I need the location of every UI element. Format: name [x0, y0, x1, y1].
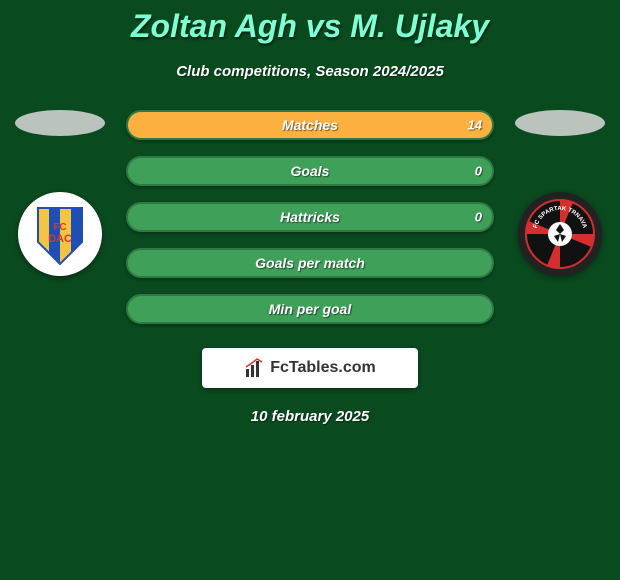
svg-text:DAC: DAC	[48, 233, 72, 245]
stat-label: Matches	[282, 117, 338, 133]
stat-label: Goals per match	[255, 255, 365, 271]
stat-label: Goals	[291, 163, 330, 179]
comparison-row: FC DAC Matches 14 Goals 0 Hattricks 0 Goals pe…	[0, 110, 620, 340]
stat-label: Hattricks	[280, 209, 340, 225]
page-title: Zoltan Agh vs M. Ujlaky	[0, 0, 620, 45]
stat-bar: Hattricks 0	[126, 202, 494, 232]
stat-bar: Goals per match	[126, 248, 494, 278]
stat-label: Min per goal	[269, 301, 351, 317]
chart-icon	[244, 357, 266, 379]
right-club-badge: FC SPARTAK TRNAVA	[518, 192, 602, 276]
date-text: 10 february 2025	[0, 408, 620, 425]
right-placeholder-ellipse	[515, 110, 605, 136]
dac-logo-icon: FC DAC	[28, 202, 92, 266]
stat-value-right: 14	[468, 118, 482, 133]
spartak-logo-icon: FC SPARTAK TRNAVA	[524, 198, 596, 270]
left-player-col: FC DAC	[8, 110, 112, 276]
stat-bar: Goals 0	[126, 156, 494, 186]
stat-bar: Min per goal	[126, 294, 494, 324]
stat-value-right: 0	[475, 164, 482, 179]
stat-value-right: 0	[475, 210, 482, 225]
stat-bar: Matches 14	[126, 110, 494, 140]
svg-text:FC: FC	[53, 222, 66, 233]
right-player-col: FC SPARTAK TRNAVA	[508, 110, 612, 276]
watermark-text: FcTables.com	[270, 359, 376, 377]
watermark: FcTables.com	[202, 348, 418, 388]
left-club-badge: FC DAC	[18, 192, 102, 276]
page-subtitle: Club competitions, Season 2024/2025	[0, 63, 620, 80]
left-placeholder-ellipse	[15, 110, 105, 136]
stats-column: Matches 14 Goals 0 Hattricks 0 Goals per match…	[112, 110, 508, 340]
